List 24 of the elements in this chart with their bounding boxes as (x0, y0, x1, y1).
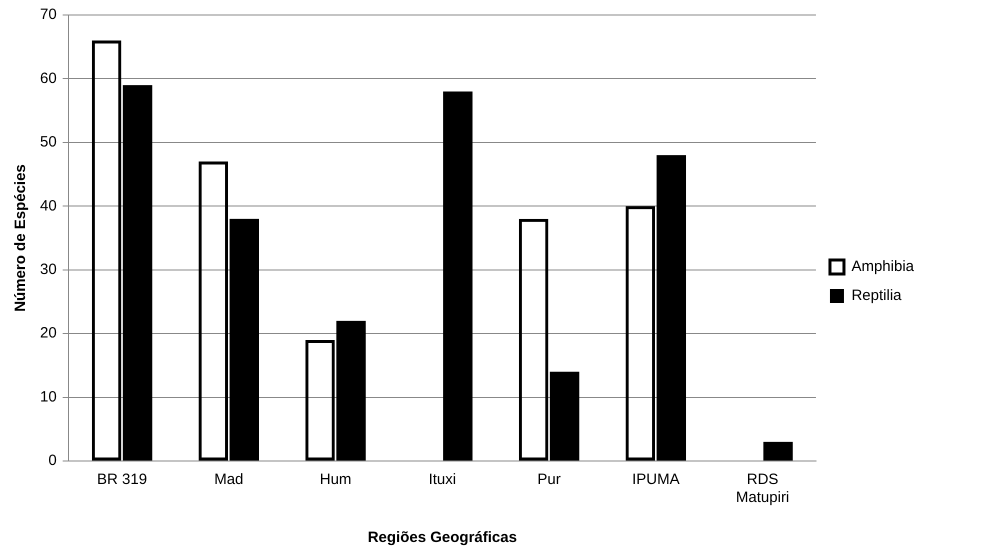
x-tick-label: Mad (214, 471, 244, 488)
y-axis-title: Número de Espécies (12, 164, 30, 312)
y-tick-label: 0 (48, 452, 57, 470)
legend-label: Reptilia (851, 287, 902, 304)
y-tick-label: 50 (40, 134, 57, 151)
x-tick-label: IPUMA (632, 471, 680, 488)
y-tick-label: 70 (40, 6, 57, 24)
x-tick-label: BR 319 (97, 471, 148, 488)
bar (336, 320, 366, 460)
y-tick-label: 40 (40, 197, 57, 214)
y-tick-label: 10 (40, 388, 57, 406)
bar (763, 442, 793, 460)
x-axis-title: Regiões Geográficas (368, 529, 517, 546)
y-tick-label: 60 (40, 70, 57, 87)
bar (122, 85, 152, 460)
x-tick-label: Hum (320, 471, 352, 488)
x-tick-label: Pur (537, 471, 561, 488)
bar (550, 372, 580, 460)
y-tick-label: 20 (40, 324, 57, 342)
y-tick-label: 30 (40, 261, 57, 278)
legend-label: Amphibia (851, 258, 915, 276)
bar (443, 91, 473, 460)
x-tick-label: RDS Matupiri (736, 471, 790, 506)
x-tick-label: Ituxi (428, 471, 456, 488)
